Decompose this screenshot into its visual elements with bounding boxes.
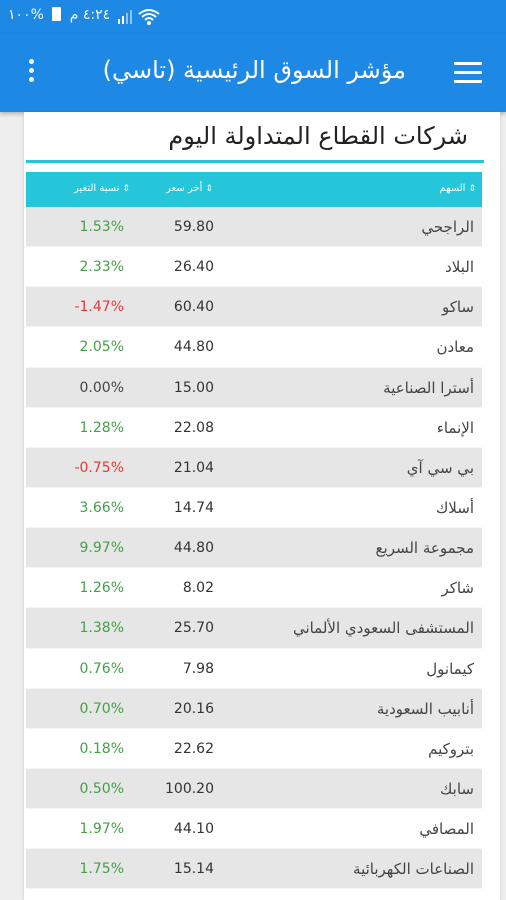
last-price: 7.98 [182, 660, 214, 677]
stock-name: سابك [440, 779, 474, 798]
last-price: 44.10 [173, 821, 214, 838]
header-last-price[interactable]: ⇕أخر سعر [166, 183, 213, 194]
header-stock[interactable]: ⇕السهم [439, 183, 476, 194]
change-percent: -1.47% [74, 299, 124, 316]
table-row[interactable]: معادن 44.80 2.05% [26, 327, 482, 368]
sort-icon: ⇕ [205, 184, 213, 194]
status-bar: ٤:٢٤ م %١٠٠ [0, 0, 506, 34]
change-percent: 1.28% [79, 419, 124, 436]
last-price: 15.14 [173, 861, 214, 878]
last-price: 22.62 [173, 740, 214, 757]
battery-level: %١٠٠ [8, 7, 44, 23]
change-percent: 0.76% [79, 660, 124, 677]
signal-icon [118, 10, 132, 24]
change-percent: 1.53% [79, 219, 124, 235]
table-row[interactable]: مجموعة السريع 44.80 9.97% [26, 528, 482, 569]
table-row[interactable]: سابك 100.20 0.50% [26, 768, 482, 810]
table-row[interactable]: بي سي آي 21.04 -0.75% [26, 447, 482, 488]
stock-name: الإنماء [436, 418, 474, 437]
table-row[interactable]: أسترا الصناعية 15.00 0.00% [26, 367, 482, 408]
table-row[interactable]: الإنماء 22.08 1.28% [26, 407, 482, 448]
app-title: مؤشر السوق الرئيسية (تاسي) [102, 56, 406, 84]
table-row[interactable]: شاكر 8.02 1.26% [26, 568, 482, 609]
last-price: 22.08 [173, 419, 214, 436]
stock-name: بتروكيم [428, 739, 474, 758]
title-divider [26, 160, 484, 163]
table-row[interactable]: أنابيب السعودية 20.16 0.70% [26, 688, 482, 729]
last-price: 59.80 [173, 219, 214, 235]
change-percent: 2.33% [79, 259, 124, 276]
table-row[interactable]: بتروكيم 22.62 0.18% [26, 728, 482, 769]
stock-name: البلاد [445, 258, 474, 277]
table-row[interactable]: البلاد 26.40 2.33% [26, 247, 482, 288]
change-percent: 1.75% [79, 861, 124, 878]
last-price: 25.70 [173, 620, 214, 637]
change-percent: 0.00% [79, 379, 124, 396]
stock-name: المستشفى السعودي الألماني [292, 619, 474, 638]
status-time: ٤:٢٤ م [69, 7, 111, 23]
stock-name: معادن [436, 338, 474, 357]
change-percent: 3.66% [79, 499, 124, 516]
change-percent: -0.75% [74, 459, 124, 476]
table-row[interactable]: كيمانول 7.98 0.76% [26, 648, 482, 689]
stocks-table-body: الراجحي 59.80 1.53% البلاد 26.40 2.33% ساكو 60.… [26, 207, 482, 890]
sort-icon: ⇕ [468, 184, 476, 194]
status-left: ٤:٢٤ م %١٠٠ [8, 7, 110, 23]
last-price: 26.40 [173, 259, 214, 276]
last-price: 14.74 [173, 499, 214, 516]
change-percent: 1.38% [79, 620, 124, 637]
change-percent: 2.05% [79, 339, 124, 356]
last-price: 15.00 [173, 379, 214, 396]
change-percent: 0.50% [79, 780, 124, 797]
table-row[interactable]: المصافي 44.10 1.97% [26, 809, 482, 850]
table-row[interactable]: الصناعات الكهربائية 15.14 1.75% [26, 849, 482, 890]
stock-name: الراجحي [421, 218, 474, 236]
sector-companies-card: شركات القطاع المتداولة اليوم ⇕نسبة التغي… [24, 112, 500, 900]
last-price: 21.04 [173, 459, 214, 476]
stock-name: المصافي [419, 820, 474, 839]
change-percent: 0.18% [79, 740, 124, 757]
stock-name: أسترا الصناعية [383, 378, 474, 397]
app-bar: مؤشر السوق الرئيسية (تاسي) [0, 34, 506, 112]
section-title: شركات القطاع المتداولة اليوم [168, 122, 468, 150]
change-percent: 0.70% [79, 700, 124, 717]
last-price: 20.16 [173, 700, 214, 717]
change-percent: 1.97% [79, 821, 124, 838]
last-price: 100.20 [165, 780, 214, 797]
header-change[interactable]: ⇕نسبة التغير [74, 183, 131, 194]
stock-name: أنابيب السعودية [376, 699, 474, 718]
stock-name: ساكو [441, 298, 474, 317]
change-percent: 9.97% [79, 540, 124, 557]
table-row[interactable]: الراجحي 59.80 1.53% [26, 207, 482, 248]
table-row[interactable]: أسلاك 14.74 3.66% [26, 487, 482, 529]
wifi-icon [138, 9, 160, 25]
sort-icon: ⇕ [122, 184, 131, 194]
last-price: 44.80 [173, 339, 214, 356]
stock-name: شاكر [441, 579, 474, 598]
more-options-icon[interactable] [26, 59, 36, 87]
change-percent: 1.26% [79, 580, 124, 597]
table-header: ⇕نسبة التغير ⇕أخر سعر ⇕السهم [26, 172, 482, 207]
last-price: 60.40 [173, 299, 214, 316]
stock-name: بي سي آي [406, 458, 474, 477]
last-price: 44.80 [173, 540, 214, 557]
battery-icon [52, 7, 62, 21]
table-row[interactable]: ساكو 60.40 -1.47% [26, 287, 482, 328]
table-row[interactable]: المستشفى السعودي الألماني 25.70 1.38% [26, 608, 482, 649]
stock-name: كيمانول [426, 659, 474, 678]
stock-name: مجموعة السريع [375, 539, 474, 558]
stock-name: الصناعات الكهربائية [353, 860, 474, 879]
hamburger-menu-icon[interactable] [454, 62, 482, 84]
last-price: 8.02 [182, 580, 214, 597]
stock-name: أسلاك [435, 498, 474, 517]
